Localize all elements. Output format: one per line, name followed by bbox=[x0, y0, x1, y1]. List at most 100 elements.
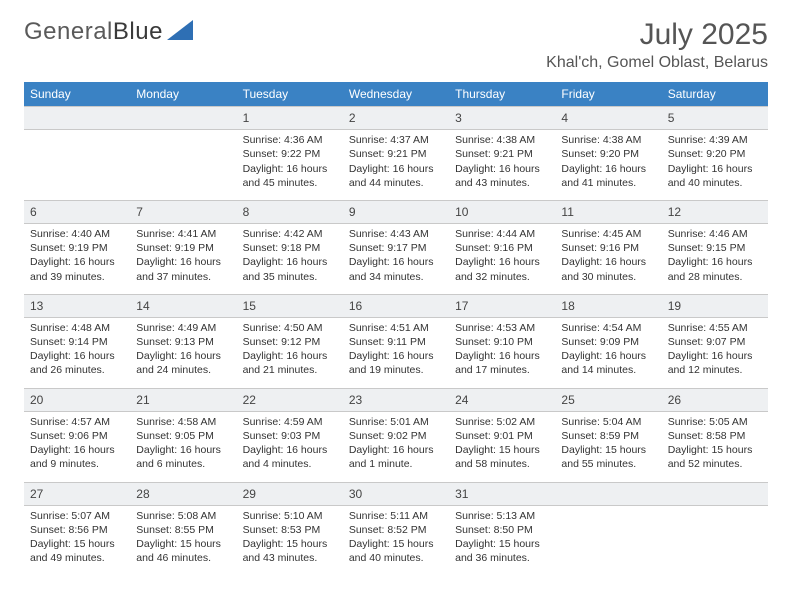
daylight-line: Daylight: 16 hours and 41 minutes. bbox=[561, 162, 655, 190]
brand-name-a: General bbox=[24, 18, 113, 45]
day-cell bbox=[662, 505, 768, 575]
day-cell-body: Sunrise: 5:01 AMSunset: 9:02 PMDaylight:… bbox=[343, 412, 449, 482]
sunrise-line: Sunrise: 4:46 AM bbox=[668, 227, 762, 241]
daylight-line: Daylight: 16 hours and 30 minutes. bbox=[561, 255, 655, 283]
day-cell: Sunrise: 4:58 AMSunset: 9:05 PMDaylight:… bbox=[130, 411, 236, 482]
day-number-cell: 1 bbox=[237, 107, 343, 130]
sunset-line: Sunset: 9:20 PM bbox=[561, 147, 655, 161]
day-cell: Sunrise: 4:42 AMSunset: 9:18 PMDaylight:… bbox=[237, 224, 343, 295]
sunset-line: Sunset: 9:06 PM bbox=[30, 429, 124, 443]
day-cell: Sunrise: 4:51 AMSunset: 9:11 PMDaylight:… bbox=[343, 317, 449, 388]
day-number bbox=[555, 483, 661, 505]
day-number-cell: 14 bbox=[130, 294, 236, 317]
day-cell-body: Sunrise: 5:05 AMSunset: 8:58 PMDaylight:… bbox=[662, 412, 768, 482]
sunset-line: Sunset: 9:02 PM bbox=[349, 429, 443, 443]
day-number-cell: 31 bbox=[449, 482, 555, 505]
day-number: 5 bbox=[662, 107, 768, 129]
daylight-line: Daylight: 16 hours and 9 minutes. bbox=[30, 443, 124, 471]
sunrise-line: Sunrise: 5:01 AM bbox=[349, 415, 443, 429]
sunrise-line: Sunrise: 4:43 AM bbox=[349, 227, 443, 241]
sunset-line: Sunset: 9:21 PM bbox=[349, 147, 443, 161]
location-subtitle: Khal'ch, Gomel Oblast, Belarus bbox=[546, 54, 768, 72]
weekday-header: Thursday bbox=[449, 82, 555, 107]
daylight-line: Daylight: 16 hours and 45 minutes. bbox=[243, 162, 337, 190]
day-number-cell: 27 bbox=[24, 482, 130, 505]
daylight-line: Daylight: 16 hours and 28 minutes. bbox=[668, 255, 762, 283]
sunrise-line: Sunrise: 4:57 AM bbox=[30, 415, 124, 429]
day-cell-body: Sunrise: 5:08 AMSunset: 8:55 PMDaylight:… bbox=[130, 506, 236, 576]
brand-triangle-icon bbox=[167, 20, 193, 45]
day-number: 15 bbox=[237, 295, 343, 317]
day-number: 4 bbox=[555, 107, 661, 129]
day-cell: Sunrise: 4:53 AMSunset: 9:10 PMDaylight:… bbox=[449, 317, 555, 388]
day-cell-body: Sunrise: 4:55 AMSunset: 9:07 PMDaylight:… bbox=[662, 318, 768, 388]
day-number-row: 12345 bbox=[24, 107, 768, 130]
sunrise-line: Sunrise: 4:55 AM bbox=[668, 321, 762, 335]
day-number-cell: 21 bbox=[130, 388, 236, 411]
day-cell: Sunrise: 5:13 AMSunset: 8:50 PMDaylight:… bbox=[449, 505, 555, 575]
day-number-cell: 24 bbox=[449, 388, 555, 411]
day-cell bbox=[555, 505, 661, 575]
sunset-line: Sunset: 8:56 PM bbox=[30, 523, 124, 537]
daylight-line: Daylight: 15 hours and 43 minutes. bbox=[243, 537, 337, 565]
calendar-table: Sunday Monday Tuesday Wednesday Thursday… bbox=[24, 82, 768, 575]
day-number: 22 bbox=[237, 389, 343, 411]
day-number-cell bbox=[24, 107, 130, 130]
day-number: 24 bbox=[449, 389, 555, 411]
day-cell: Sunrise: 4:54 AMSunset: 9:09 PMDaylight:… bbox=[555, 317, 661, 388]
day-number: 29 bbox=[237, 483, 343, 505]
day-number-cell: 5 bbox=[662, 107, 768, 130]
daylight-line: Daylight: 16 hours and 37 minutes. bbox=[136, 255, 230, 283]
day-number: 30 bbox=[343, 483, 449, 505]
daylight-line: Daylight: 16 hours and 34 minutes. bbox=[349, 255, 443, 283]
day-cell: Sunrise: 4:44 AMSunset: 9:16 PMDaylight:… bbox=[449, 224, 555, 295]
day-cell-body bbox=[130, 130, 236, 184]
daylight-line: Daylight: 16 hours and 35 minutes. bbox=[243, 255, 337, 283]
day-cell-body: Sunrise: 5:04 AMSunset: 8:59 PMDaylight:… bbox=[555, 412, 661, 482]
daylight-line: Daylight: 16 hours and 12 minutes. bbox=[668, 349, 762, 377]
sunrise-line: Sunrise: 4:44 AM bbox=[455, 227, 549, 241]
sunrise-line: Sunrise: 4:58 AM bbox=[136, 415, 230, 429]
day-number-cell: 8 bbox=[237, 200, 343, 223]
day-cell: Sunrise: 4:48 AMSunset: 9:14 PMDaylight:… bbox=[24, 317, 130, 388]
day-number: 19 bbox=[662, 295, 768, 317]
daylight-line: Daylight: 16 hours and 43 minutes. bbox=[455, 162, 549, 190]
day-cell: Sunrise: 5:11 AMSunset: 8:52 PMDaylight:… bbox=[343, 505, 449, 575]
sunrise-line: Sunrise: 4:49 AM bbox=[136, 321, 230, 335]
day-number: 12 bbox=[662, 201, 768, 223]
weekday-header: Saturday bbox=[662, 82, 768, 107]
day-number-cell: 7 bbox=[130, 200, 236, 223]
sunrise-line: Sunrise: 4:54 AM bbox=[561, 321, 655, 335]
day-cell bbox=[24, 130, 130, 201]
sunrise-line: Sunrise: 5:13 AM bbox=[455, 509, 549, 523]
daylight-line: Daylight: 16 hours and 21 minutes. bbox=[243, 349, 337, 377]
day-content-row: Sunrise: 4:40 AMSunset: 9:19 PMDaylight:… bbox=[24, 224, 768, 295]
day-cell-body bbox=[662, 506, 768, 560]
day-number: 31 bbox=[449, 483, 555, 505]
sunrise-line: Sunrise: 4:45 AM bbox=[561, 227, 655, 241]
sunrise-line: Sunrise: 4:59 AM bbox=[243, 415, 337, 429]
day-number-cell: 9 bbox=[343, 200, 449, 223]
day-number-cell: 15 bbox=[237, 294, 343, 317]
daylight-line: Daylight: 15 hours and 36 minutes. bbox=[455, 537, 549, 565]
day-cell-body: Sunrise: 5:13 AMSunset: 8:50 PMDaylight:… bbox=[449, 506, 555, 576]
day-cell: Sunrise: 5:05 AMSunset: 8:58 PMDaylight:… bbox=[662, 411, 768, 482]
sunrise-line: Sunrise: 4:41 AM bbox=[136, 227, 230, 241]
day-number-cell: 16 bbox=[343, 294, 449, 317]
sunrise-line: Sunrise: 5:11 AM bbox=[349, 509, 443, 523]
day-cell: Sunrise: 4:57 AMSunset: 9:06 PMDaylight:… bbox=[24, 411, 130, 482]
day-number-cell: 19 bbox=[662, 294, 768, 317]
day-cell-body: Sunrise: 5:10 AMSunset: 8:53 PMDaylight:… bbox=[237, 506, 343, 576]
day-cell-body: Sunrise: 4:40 AMSunset: 9:19 PMDaylight:… bbox=[24, 224, 130, 294]
sunset-line: Sunset: 9:21 PM bbox=[455, 147, 549, 161]
day-cell: Sunrise: 5:04 AMSunset: 8:59 PMDaylight:… bbox=[555, 411, 661, 482]
day-number-cell: 13 bbox=[24, 294, 130, 317]
sunset-line: Sunset: 9:22 PM bbox=[243, 147, 337, 161]
sunrise-line: Sunrise: 4:38 AM bbox=[455, 133, 549, 147]
day-cell: Sunrise: 4:45 AMSunset: 9:16 PMDaylight:… bbox=[555, 224, 661, 295]
day-number-cell: 11 bbox=[555, 200, 661, 223]
day-number bbox=[24, 107, 130, 129]
weekday-header: Wednesday bbox=[343, 82, 449, 107]
day-cell: Sunrise: 5:08 AMSunset: 8:55 PMDaylight:… bbox=[130, 505, 236, 575]
daylight-line: Daylight: 16 hours and 17 minutes. bbox=[455, 349, 549, 377]
